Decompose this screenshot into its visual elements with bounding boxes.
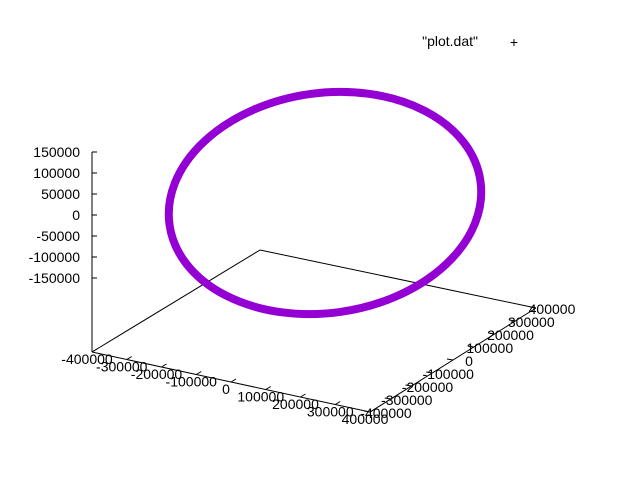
- y-tick-mark: [509, 319, 516, 322]
- y-tick-label: 400000: [529, 301, 576, 317]
- x-tick-label: 400000: [342, 411, 389, 427]
- x-tick-mark: [195, 371, 202, 375]
- left-edge-line: [91, 249, 261, 353]
- x-tick-label: -300000: [96, 359, 148, 375]
- y-tick-label: -300000: [381, 392, 433, 408]
- y-tick-label: 100000: [466, 340, 513, 356]
- x-tick-mark: [230, 378, 237, 383]
- legend-marker: +: [510, 34, 518, 50]
- x-tick-label: 300000: [307, 404, 354, 420]
- z-tick-label: 50000: [41, 186, 80, 202]
- y-tick-mark: [426, 371, 433, 374]
- x-tick-label: 0: [222, 381, 230, 397]
- z-tick-label: 150000: [33, 144, 80, 160]
- y-tick-mark: [446, 358, 454, 361]
- y-tick-label: 200000: [487, 327, 534, 343]
- y-tick-label: -100000: [423, 366, 475, 382]
- y-tick-mark: [363, 410, 371, 413]
- y-tick-label: -400000: [360, 405, 412, 421]
- x-tick-mark: [265, 386, 272, 390]
- x-tick-label: -200000: [131, 366, 183, 382]
- z-tick-label: -150000: [29, 270, 81, 286]
- z-tick-label: 100000: [33, 165, 80, 181]
- x-tick-mark: [91, 348, 98, 353]
- y-tick-mark: [384, 397, 391, 400]
- y-tick-label: 0: [465, 353, 473, 369]
- y-tick-mark: [488, 332, 495, 335]
- x-tick-mark: [300, 393, 306, 398]
- y-tick-mark: [405, 384, 412, 387]
- x-tick-mark: [369, 408, 376, 413]
- x-tick-group: -400000-300000-200000-100000 0 10000020000…: [61, 348, 389, 427]
- y-tick-label: -200000: [402, 379, 454, 395]
- y-tick-mark: [529, 306, 537, 309]
- x-tick-label: 200000: [272, 396, 319, 412]
- back-edge-line: [259, 249, 537, 309]
- z-tick-group: 150000 100000 50000 0 -50000 -100000 -150000: [29, 144, 97, 286]
- legend-label: "plot.dat": [422, 33, 478, 49]
- x-tick-label: 100000: [237, 389, 284, 405]
- z-tick-label: -100000: [29, 249, 81, 265]
- x-tick-label: -400000: [61, 351, 113, 367]
- y-tick-label: 300000: [508, 314, 555, 330]
- x-tick-mark: [334, 401, 341, 405]
- y-tick-group: -400000-300000-200000-100000010000020000…: [360, 301, 575, 421]
- x-tick-label: -100000: [166, 374, 218, 390]
- z-tick-label: -50000: [36, 228, 80, 244]
- z-tick-label: 0: [72, 207, 80, 223]
- x-tick-mark: [126, 356, 133, 360]
- y-tick-mark: [467, 345, 474, 348]
- series-ring: [164, 87, 486, 319]
- x-tick-mark: [161, 363, 167, 368]
